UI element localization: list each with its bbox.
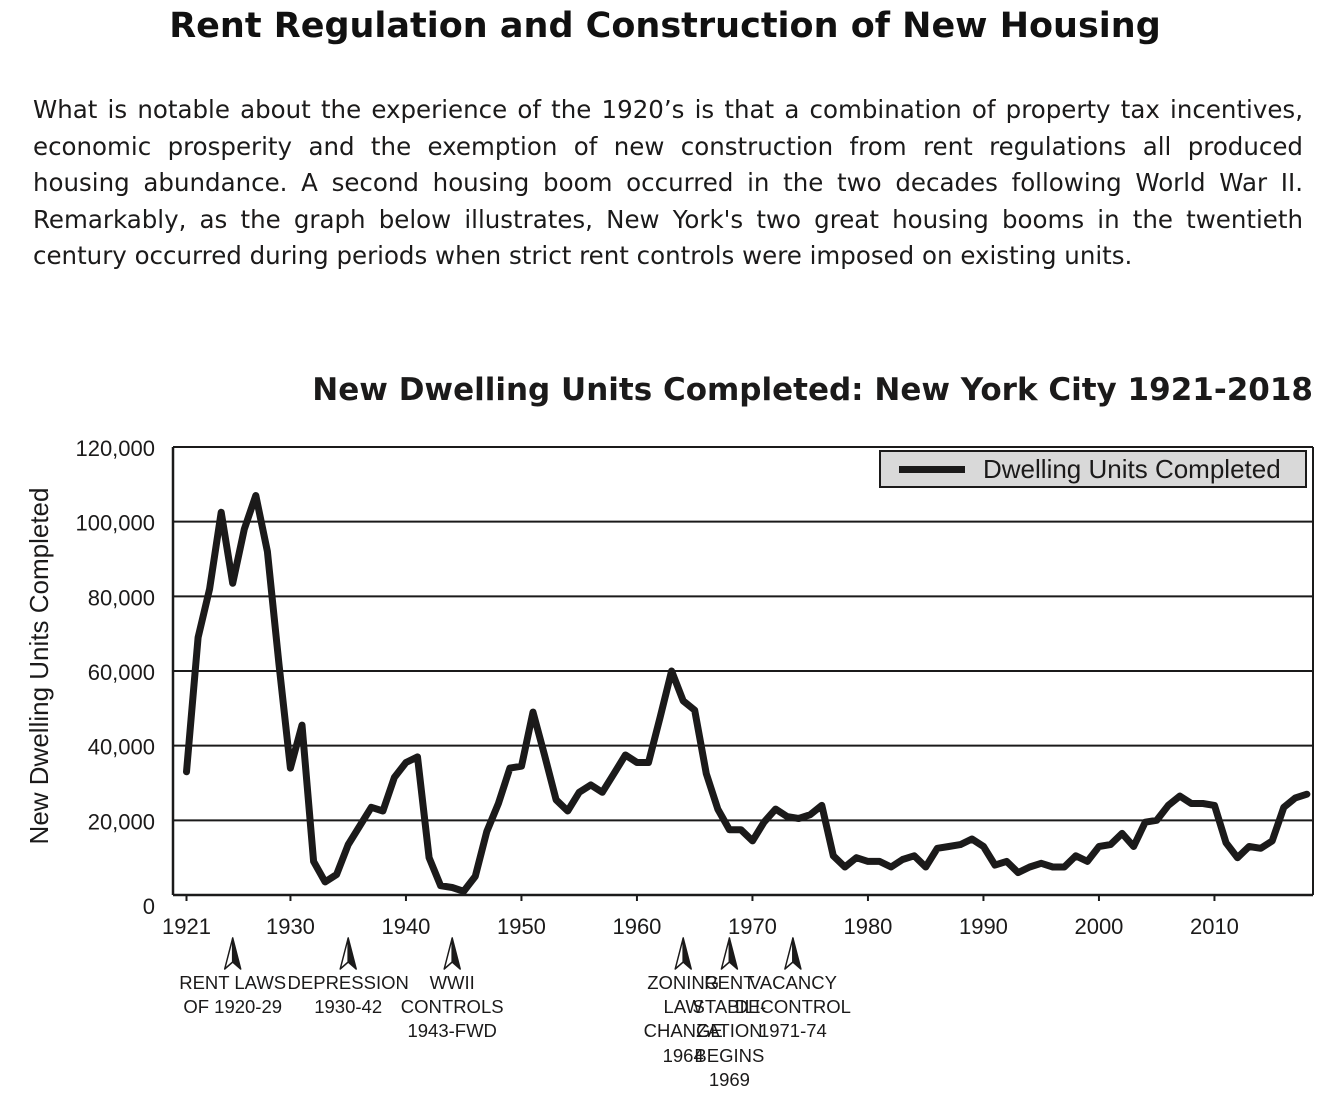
- event-annotation-line: STABILI-: [692, 996, 767, 1018]
- x-tick-label: 1960: [612, 914, 661, 939]
- chart-title: New Dwelling Units Completed: New York C…: [312, 372, 1313, 408]
- x-tick-label: 1990: [959, 914, 1008, 939]
- annotation-arrow: [443, 937, 461, 970]
- event-annotation-line: 1971-74: [758, 1020, 827, 1042]
- annotation-arrow: [674, 937, 692, 970]
- series-line: [183, 492, 1311, 895]
- x-tick-label: 1980: [843, 914, 892, 939]
- event-annotation-line: 1930-42: [314, 996, 383, 1018]
- event-annotation-line: ZATION: [696, 1020, 763, 1042]
- annotation-arrow: [223, 937, 242, 970]
- legend-label: Dwelling Units Completed: [983, 453, 1281, 484]
- x-tick-label: 2000: [1074, 914, 1123, 939]
- event-annotation-line: RENT: [704, 972, 755, 993]
- x-tick-label: 1950: [497, 914, 546, 939]
- y-tick-label: 80,000: [88, 585, 155, 610]
- event-annotation-line: 1969: [708, 1068, 750, 1090]
- event-annotation-line: WWII: [429, 972, 475, 993]
- event-annotation-line: VACANCY: [748, 972, 837, 993]
- event-annotation-line: CHANGE: [643, 1020, 723, 1042]
- gridlines: [173, 446, 1314, 895]
- event-annotation: RENT LAWS OF 1920-29: [179, 971, 286, 1019]
- event-annotation: DEPRESSION 1930-42: [288, 971, 409, 1019]
- series-layer: [183, 492, 1311, 895]
- event-annotation-line: DEPRESSION: [287, 972, 409, 993]
- event-annotation-line: 1964: [662, 1044, 704, 1066]
- y-tick-label: 60,000: [88, 660, 155, 685]
- event-annotation-line: ZONING: [647, 972, 720, 993]
- x-tick-label: 1930: [266, 914, 315, 939]
- event-annotation-line: LAW: [663, 996, 703, 1018]
- x-tick-label: 1940: [381, 914, 430, 939]
- x-tick-label: 1970: [728, 914, 777, 939]
- event-annotation: ZONING LAW CHANGE 1964: [644, 971, 723, 1068]
- event-annotation: RENT STABILI- ZATION BEGINS 1969: [693, 971, 767, 1092]
- legend-swatch-line: [899, 465, 965, 473]
- event-annotation-line: BEGINS: [694, 1044, 765, 1066]
- annotation-arrow: [784, 937, 802, 970]
- annotation-arrow: [720, 937, 739, 970]
- x-tick-label: 2010: [1190, 914, 1239, 939]
- y-axis-title: New Dwelling Units Completed: [24, 488, 54, 845]
- y-tick-label: 120,000: [75, 436, 155, 461]
- event-annotation-line: CONTROLS: [400, 996, 504, 1018]
- page-title: Rent Regulation and Construction of New …: [169, 6, 1161, 46]
- annotation-arrows: [223, 937, 802, 970]
- event-annotation-line: OF 1920-29: [183, 996, 283, 1018]
- axes: [171, 447, 1313, 897]
- annotation-arrow: [339, 937, 357, 970]
- x-tick-label: 1921: [162, 914, 211, 939]
- event-annotation-line: RENT LAWS: [179, 972, 287, 993]
- event-annotation-line: DECONTROL: [734, 996, 851, 1018]
- y-tick-label: 100,000: [75, 511, 155, 536]
- event-annotation-line: 1943-FWD: [407, 1020, 497, 1042]
- chart-legend: Dwelling Units Completed: [879, 450, 1307, 488]
- y-tick-labels: 0 20,000 40,000 60,000 80,000 100,000 120,000: [75, 436, 155, 919]
- intro-paragraph: What is notable about the experience of …: [33, 95, 1303, 270]
- x-tick-labels: 1921 1930 1940 1950 1960 1970 1980 1990 2000 2010: [162, 895, 1239, 939]
- y-tick-label: 20,000: [88, 809, 155, 834]
- event-annotation: VACANCY DECONTROL 1971-74: [735, 971, 851, 1044]
- y-tick-label: 40,000: [88, 735, 155, 760]
- y-tick-label: 0: [143, 894, 155, 919]
- event-annotation: WWII CONTROLS 1943-FWD: [401, 971, 504, 1044]
